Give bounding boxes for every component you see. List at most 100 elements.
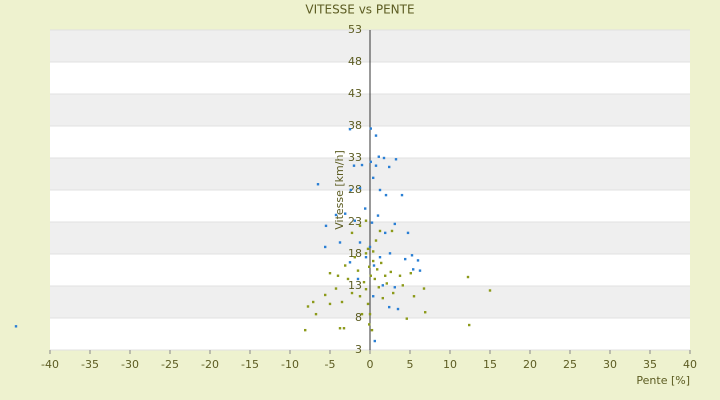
y-tick-label: 18 [348,247,362,260]
point [356,277,360,281]
y-tick-label: 38 [348,119,362,132]
point [334,287,338,290]
point [358,295,362,298]
point [370,221,374,224]
point [376,268,379,271]
point [372,264,376,267]
point [368,265,371,268]
point [374,134,378,137]
point [342,327,346,330]
point [409,272,412,275]
point [360,312,364,316]
point [349,188,352,192]
point [340,300,344,304]
point [358,241,362,244]
x-tick-label: 5 [407,358,414,371]
point [385,282,388,285]
x-tick-label: -35 [81,358,99,371]
point [350,231,354,235]
point [393,286,396,289]
point [377,155,380,158]
point [401,284,404,287]
point [370,328,374,332]
point [334,213,338,217]
point [366,247,370,251]
point [398,274,402,277]
point [346,277,350,281]
point [422,287,426,290]
x-tick-label: -30 [121,358,139,371]
point [369,160,372,164]
point [384,274,387,277]
point [312,300,315,304]
point [373,339,376,343]
x-tick-label: -10 [281,358,299,371]
x-tick-label: 10 [443,358,457,371]
point [416,259,420,262]
x-axis-label: Pente [%] [636,374,690,387]
x-tick-label: 35 [643,358,657,371]
point [358,186,362,190]
point [366,302,370,306]
point [388,305,391,309]
point [348,128,352,131]
point [381,296,384,300]
point [378,188,382,192]
point [350,291,354,295]
point [360,163,364,167]
point [314,312,318,316]
point [388,165,391,169]
x-tick-label: -15 [241,358,259,371]
x-tick-label: 15 [483,358,497,371]
point [368,245,372,249]
point [378,229,382,233]
point [412,295,416,298]
y-tick-label: 33 [348,151,362,164]
point [368,312,372,316]
point [405,317,408,320]
point [364,288,368,291]
point [364,252,368,255]
point [364,219,368,222]
y-tick-label: 3 [355,343,362,356]
point [372,295,375,298]
point [394,158,398,161]
point [418,269,422,272]
point [488,289,492,292]
point [384,193,388,197]
point [368,323,371,326]
point [369,127,372,130]
x-tick-label: 25 [563,358,577,371]
x-tick-label: -40 [41,358,59,371]
point [412,268,415,271]
point [336,274,340,277]
point [389,270,392,274]
x-tick-label: 20 [523,358,537,371]
y-tick-label: 8 [355,311,362,324]
point [396,307,400,311]
point [466,275,470,279]
point [378,256,382,259]
point [316,183,320,186]
point [364,207,367,210]
chart-title: VITESSE vs PENTE [305,3,414,17]
point [328,302,332,306]
point [376,214,380,217]
point [372,259,375,263]
point [406,231,410,235]
point [353,219,356,222]
point [373,277,376,281]
point [304,328,307,332]
x-tick-label: -5 [325,358,336,371]
point [384,231,387,235]
point [356,269,360,272]
x-tick-label: -20 [201,358,219,371]
x-tick-label: 30 [603,358,617,371]
point [410,254,414,257]
point [374,164,378,167]
point [324,224,328,228]
point [369,274,372,277]
point [380,261,383,265]
point [324,293,327,297]
